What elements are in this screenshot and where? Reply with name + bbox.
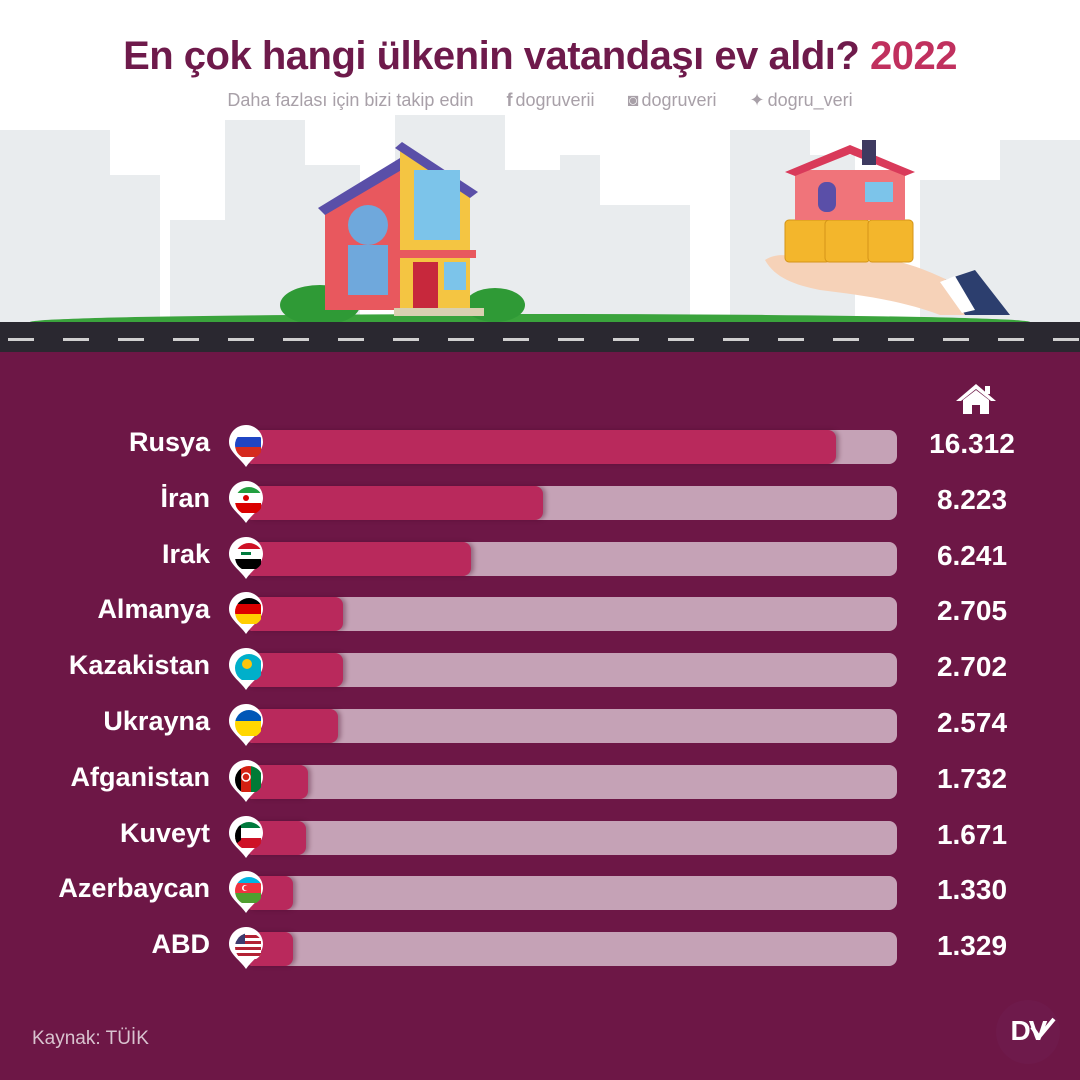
value-label: 8.223 [936, 483, 1008, 515]
kuwait-flag [229, 815, 263, 858]
road-dash [668, 338, 694, 341]
twitter-icon: ✦ [749, 90, 765, 110]
twitter-link[interactable]: ✦ dogru_veri [750, 90, 853, 110]
value-label: 1.732 [936, 762, 1008, 794]
iran-flag [229, 480, 263, 523]
road-dash [63, 338, 89, 341]
chart-title: En çok hangi ülkenin vatandaşı ev aldı? … [0, 34, 1080, 79]
germany-flag [229, 592, 263, 635]
header: En çok hangi ülkenin vatandaşı ev aldı? … [0, 0, 1080, 330]
bar-track [245, 541, 897, 576]
bar-track [245, 653, 897, 688]
ukraine-flag [229, 704, 263, 746]
title-text: En çok hangi ülkenin vatandaşı ev aldı? [123, 34, 860, 78]
afghanistan-flag [229, 759, 263, 802]
source-note: Kaynak: TÜİK [32, 1028, 149, 1049]
road-dash [8, 338, 34, 341]
facebook-icon: f [506, 90, 513, 110]
value-label: 1.329 [936, 930, 1008, 962]
usa-flag [229, 927, 263, 970]
category-label: Rusya [128, 427, 210, 457]
iraq-flag [229, 536, 263, 579]
road-dash [503, 338, 529, 341]
value-label: 6.241 [936, 539, 1008, 571]
road-dash [833, 338, 859, 341]
road-dash [393, 338, 419, 341]
category-label: Ukrayna [103, 706, 210, 736]
bar-track [245, 876, 897, 911]
value-label: 2.574 [936, 707, 1008, 738]
road-dash [558, 338, 584, 341]
twitter-handle: dogru_veri [767, 90, 853, 110]
follow-text: Daha fazlası için bizi takip edin [227, 90, 474, 110]
bar-track [245, 820, 897, 855]
road-dash [723, 338, 749, 341]
road-dash [448, 338, 474, 341]
bar [245, 485, 543, 520]
value-label: 1.330 [936, 874, 1008, 906]
road-dash [943, 338, 969, 341]
city-scene-illustration [0, 115, 1080, 325]
bar-track [245, 430, 897, 464]
category-label: ABD [151, 929, 211, 960]
road-dash [338, 338, 364, 341]
road-dash [998, 338, 1024, 341]
bar-track [245, 485, 897, 520]
azerbaijan-flag [229, 871, 263, 914]
value-label: 1.671 [936, 818, 1008, 850]
road-dash [283, 338, 309, 341]
value-label: 2.702 [936, 651, 1008, 683]
bar-track [245, 597, 897, 632]
category-label: İran [160, 482, 210, 513]
category-label: Kazakistan [68, 650, 210, 681]
category-label: Kuveyt [119, 817, 210, 848]
road-dash [888, 338, 914, 341]
road-dash [778, 338, 804, 341]
logo-text: DV [1010, 1015, 1048, 1046]
road-dash [173, 338, 199, 341]
road [0, 322, 1080, 354]
bar [245, 541, 472, 576]
instagram-icon: ◙ [627, 90, 639, 110]
facebook-link[interactable]: f dogruverii [507, 90, 595, 110]
facebook-handle: dogruverii [515, 90, 595, 110]
house-icon [956, 384, 996, 414]
road-dash [1053, 338, 1079, 341]
dv-logo: DV [996, 1000, 1060, 1064]
bar [245, 430, 836, 464]
title-year: 2022 [869, 34, 957, 78]
value-label: 2.705 [936, 595, 1008, 627]
russia-flag [229, 425, 263, 467]
road-dash [613, 338, 639, 341]
road-dash [228, 338, 254, 341]
instagram-handle: dogruveri [641, 90, 717, 110]
category-label: Azerbaycan [58, 873, 210, 904]
category-label: Almanya [97, 594, 210, 625]
category-label: Irak [161, 538, 210, 569]
social-links: Daha fazlası için bizi takip edin f dogru… [0, 90, 1080, 111]
road-dash [118, 338, 144, 341]
instagram-link[interactable]: ◙ dogruveri [628, 90, 717, 110]
value-label: 16.312 [929, 428, 1015, 459]
category-label: Afganistan [70, 761, 210, 792]
bar-track [245, 932, 897, 967]
kazakhstan-flag [229, 648, 263, 691]
bar-track [245, 764, 897, 799]
check-icon [1030, 1017, 1056, 1041]
bar-track [245, 709, 897, 743]
